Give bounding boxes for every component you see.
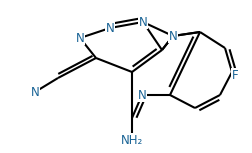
Text: N: N: [139, 15, 147, 28]
Text: N: N: [106, 22, 114, 34]
Text: N: N: [169, 30, 177, 43]
Text: N: N: [76, 32, 84, 45]
Text: F: F: [232, 69, 239, 82]
Text: NH₂: NH₂: [121, 134, 143, 147]
Text: N: N: [138, 88, 146, 101]
Text: N: N: [31, 86, 39, 99]
